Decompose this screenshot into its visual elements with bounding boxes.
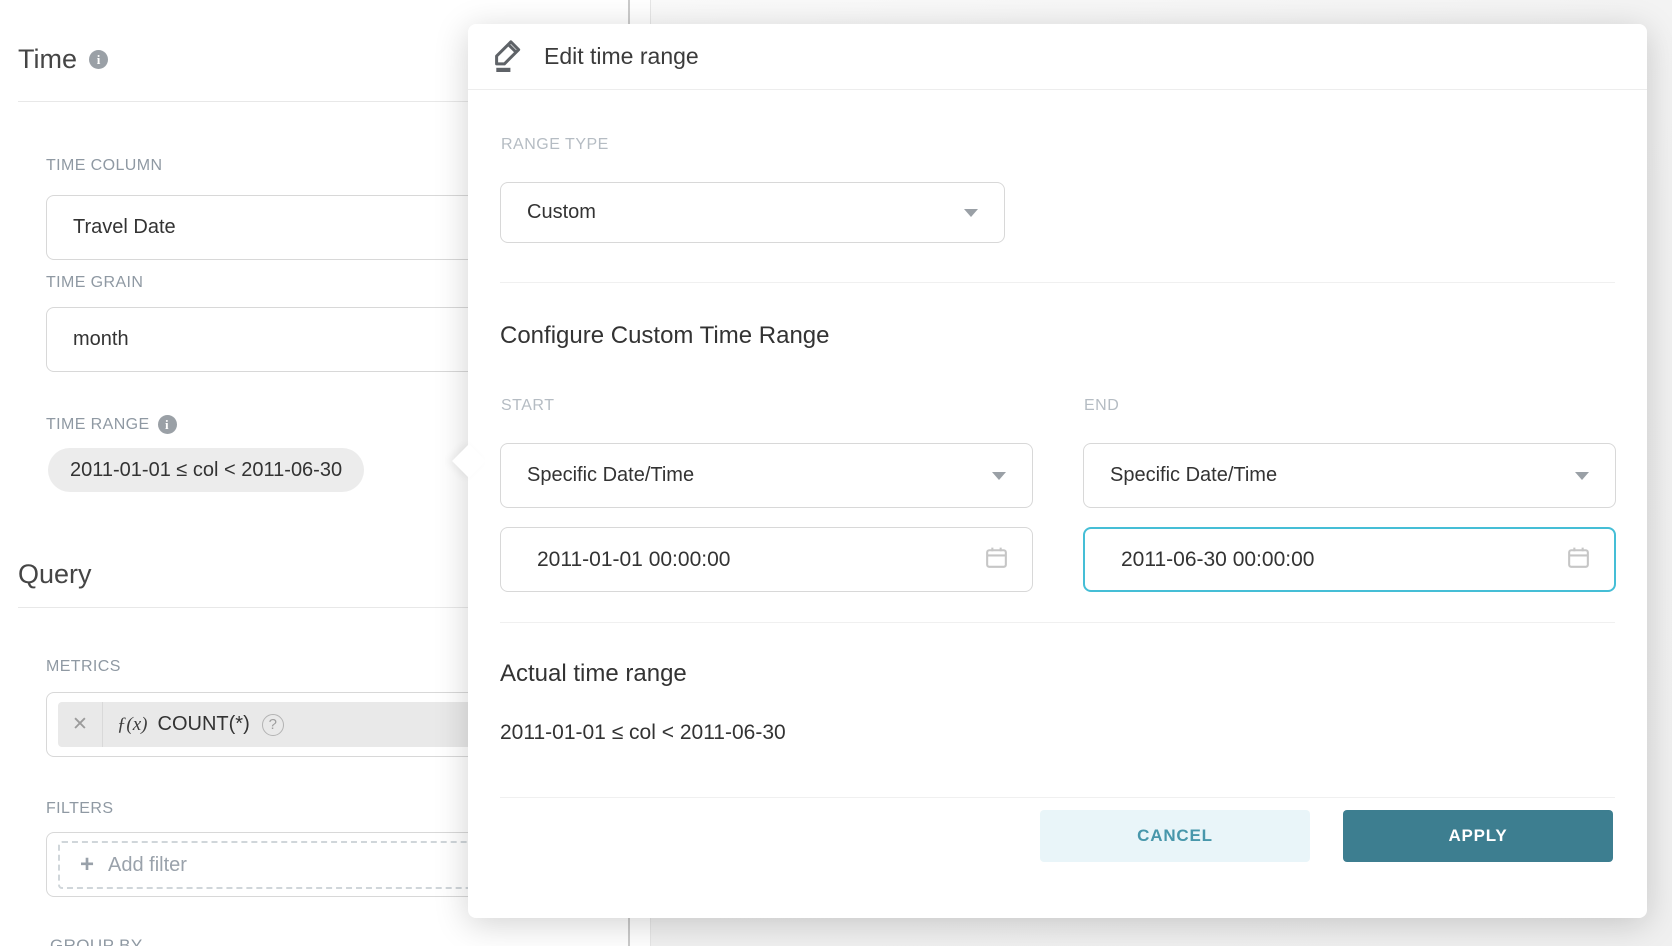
range-type-label: RANGE TYPE bbox=[501, 136, 609, 153]
time-range-pill-text: 2011-01-01 ≤ col < 2011-06-30 bbox=[70, 458, 343, 481]
popover-divider bbox=[500, 622, 1615, 623]
time-grain-label: TIME GRAIN bbox=[46, 274, 143, 292]
plus-icon: + bbox=[80, 851, 95, 878]
metric-expression: COUNT(*) bbox=[157, 713, 250, 735]
metrics-label: METRICS bbox=[46, 658, 121, 676]
time-section-label: Time bbox=[18, 44, 77, 74]
time-column-label: TIME COLUMN bbox=[46, 157, 162, 175]
apply-button[interactable]: APPLY bbox=[1343, 810, 1613, 862]
time-grain-value: month bbox=[73, 328, 129, 350]
chip-divider bbox=[101, 702, 103, 747]
chevron-down-icon bbox=[1575, 471, 1589, 480]
time-range-label-text: TIME RANGE bbox=[46, 415, 150, 433]
time-column-label-text: TIME COLUMN bbox=[46, 157, 163, 174]
metrics-label-text: METRICS bbox=[46, 658, 121, 675]
query-section-title: Query bbox=[18, 559, 92, 590]
edit-time-range-popover: Edit time range RANGE TYPE Custom Config… bbox=[452, 24, 1647, 918]
remove-metric-icon[interactable]: ✕ bbox=[72, 714, 88, 735]
range-type-select[interactable]: Custom bbox=[500, 182, 1005, 243]
function-icon: ƒ(x) bbox=[116, 713, 148, 735]
time-range-label: TIME RANGE i bbox=[46, 415, 177, 434]
help-icon[interactable]: ? bbox=[261, 713, 284, 736]
configure-heading: Configure Custom Time Range bbox=[500, 322, 830, 349]
add-filter-button[interactable]: + Add filter bbox=[58, 841, 605, 889]
chevron-down-icon bbox=[992, 471, 1006, 480]
range-type-value: Custom bbox=[527, 201, 596, 223]
section-divider bbox=[18, 101, 563, 102]
start-datetime-input[interactable] bbox=[501, 547, 983, 572]
filters-label: FILTERS bbox=[46, 800, 113, 818]
end-label: END bbox=[1084, 397, 1120, 414]
group-by-label: GROUP BY bbox=[50, 936, 143, 946]
end-datetime-field bbox=[1083, 527, 1616, 592]
start-label: START bbox=[501, 397, 555, 414]
time-range-pill[interactable]: 2011-01-01 ≤ col < 2011-06-30 bbox=[48, 448, 365, 492]
start-mode-select[interactable]: Specific Date/Time bbox=[500, 443, 1033, 508]
end-datetime-input[interactable] bbox=[1085, 547, 1565, 572]
popover-divider bbox=[500, 282, 1615, 283]
start-datetime-field bbox=[500, 527, 1033, 592]
end-mode-select[interactable]: Specific Date/Time bbox=[1083, 443, 1616, 508]
info-icon[interactable]: i bbox=[157, 415, 177, 434]
actual-time-range-value: 2011-01-01 ≤ col < 2011-06-30 bbox=[500, 721, 786, 744]
end-mode-value: Specific Date/Time bbox=[1110, 464, 1278, 486]
popover-divider bbox=[500, 797, 1615, 798]
time-grain-label-text: TIME GRAIN bbox=[46, 274, 144, 291]
query-section-label: Query bbox=[18, 559, 92, 589]
filters-label-text: FILTERS bbox=[46, 800, 114, 817]
calendar-icon[interactable] bbox=[983, 544, 1010, 576]
section-divider bbox=[18, 607, 563, 608]
chevron-down-icon bbox=[964, 208, 978, 217]
info-icon[interactable]: i bbox=[89, 50, 108, 69]
time-column-value: Travel Date bbox=[73, 216, 176, 238]
cancel-button[interactable]: CANCEL bbox=[1040, 810, 1310, 862]
time-section-title: Time i bbox=[18, 44, 108, 75]
calendar-icon[interactable] bbox=[1565, 544, 1592, 576]
popover-header: Edit time range bbox=[468, 24, 1647, 90]
add-filter-label: Add filter bbox=[108, 853, 187, 876]
start-mode-value: Specific Date/Time bbox=[527, 464, 695, 486]
popover-title: Edit time range bbox=[544, 43, 699, 69]
actual-time-range-heading: Actual time range bbox=[500, 660, 687, 687]
pencil-icon bbox=[490, 34, 526, 79]
